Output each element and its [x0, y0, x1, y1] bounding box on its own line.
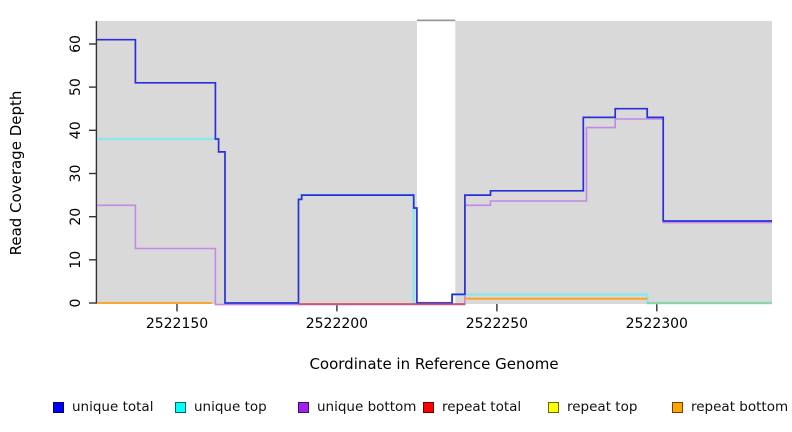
legend-swatch-repeat-top-icon [548, 401, 559, 413]
legend-item-unique-total: unique total [53, 399, 153, 415]
y-tick-label: 60 [68, 35, 84, 53]
legend-item-repeat-total: repeat total [423, 399, 521, 415]
x-tick-label: 2522250 [466, 316, 528, 332]
legend-swatch-unique-top-icon [175, 401, 186, 413]
no-data-band [416, 21, 456, 304]
legend-label-unique-total: unique total [72, 399, 154, 415]
x-tick-label: 2522150 [146, 316, 208, 332]
y-tick-label: 20 [68, 208, 84, 226]
series-line-unique-bottom [97, 118, 772, 306]
x-axis-title: Coordinate in Reference Genome [309, 355, 558, 373]
x-tick-label: 2522300 [626, 316, 688, 332]
legend-item-repeat-bottom: repeat bottom [672, 399, 788, 415]
legend-label-repeat-top: repeat top [567, 399, 638, 415]
legend-swatch-repeat-total-icon [423, 401, 434, 413]
legend-swatch-unique-total-icon [53, 401, 64, 413]
y-tick-label: 0 [68, 299, 84, 308]
y-tick-label: 30 [68, 165, 84, 183]
y-tick-label: 10 [68, 251, 84, 269]
legend-item-unique-bottom: unique bottom [298, 399, 416, 415]
series-line-unique-total [97, 38, 772, 304]
legend-label-repeat-bottom: repeat bottom [691, 399, 789, 415]
legend-swatch-unique-bottom-icon [298, 401, 309, 413]
legend-label-unique-top: unique top [194, 399, 267, 415]
chart-canvas: 0 10 20 30 40 50 60 2522150 2522200 2522250 252230… [7, 19, 772, 373]
y-tick-label: 50 [68, 78, 84, 96]
legend-swatch-repeat-bottom-icon [672, 401, 683, 413]
legend-item-unique-top: unique top [175, 399, 267, 415]
legend-item-repeat-top: repeat top [548, 399, 637, 415]
legend-label-repeat-total: repeat total [442, 399, 522, 415]
x-tick-label: 2522200 [306, 316, 368, 332]
legend-label-unique-bottom: unique bottom [317, 399, 417, 415]
chart-generated-layer: 0 10 20 30 40 50 60 2522150 2522200 2522250 252230… [68, 19, 772, 332]
y-tick-label: 40 [68, 121, 84, 139]
series-line-repeat-bottom [97, 297, 648, 304]
y-axis-title: Read Coverage Depth [7, 91, 25, 256]
chart-legend: unique total unique top unique bottom re… [0, 399, 792, 425]
